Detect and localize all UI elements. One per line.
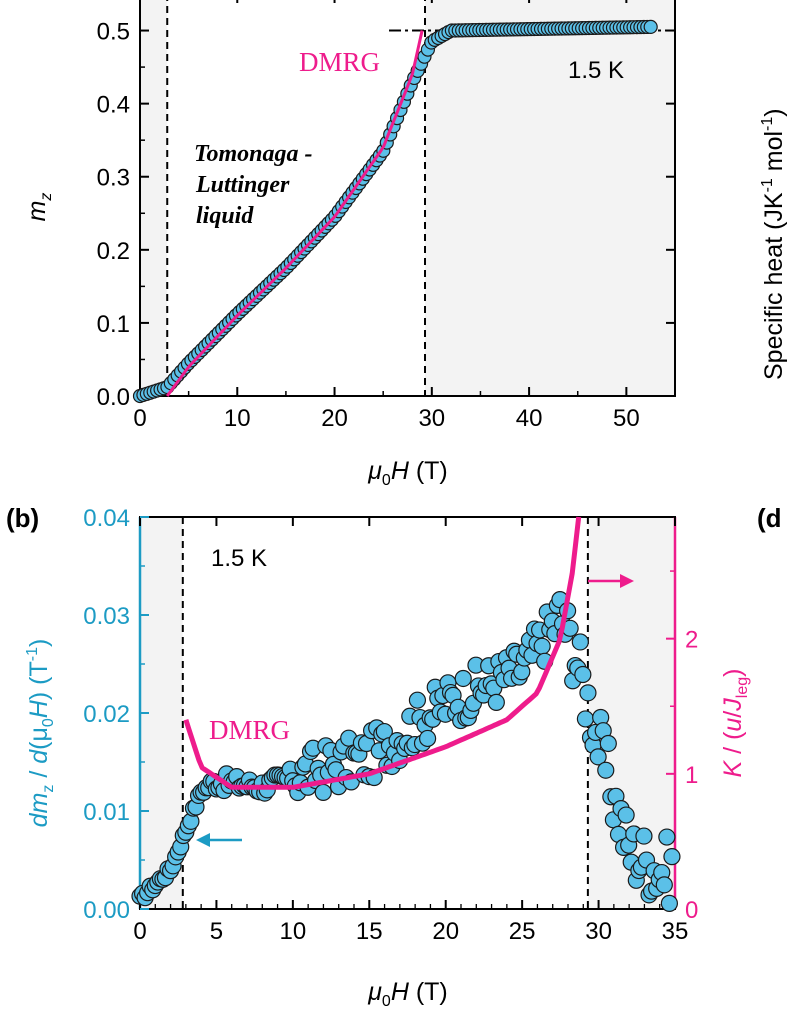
panel-b-xlabel: μ0H (T) (367, 978, 448, 1010)
panel-b-left-ytick-label-3: 0.03 (83, 603, 130, 630)
panel-a-ytick-label-2: 0.2 (97, 238, 130, 265)
panel-b-data-point (660, 894, 678, 912)
panel-b-xtick-label-7: 35 (662, 918, 689, 945)
panel-a-ytick-label-5: 0.5 (97, 19, 130, 46)
panel-a-ticks: 0 10 20 30 40 50 0.0 0.1 0.2 0.3 0.4 0.5 (97, 0, 675, 432)
panel-b-data-point (663, 848, 681, 866)
panel-a-data-point (643, 19, 658, 34)
panel-b-xtick-label-2: 10 (280, 918, 307, 945)
panel-b-left-ytick-label-4: 0.04 (83, 505, 130, 532)
panel-b-dmrg-curve (183, 516, 582, 790)
panel-b-data-point (597, 761, 615, 779)
panel-b-dmrg-label: DMRG (209, 715, 290, 745)
panel-a-xtick-label-0: 0 (133, 405, 146, 432)
panel-b-data-point (599, 734, 617, 753)
panel-b-xtick-label-5: 25 (509, 918, 536, 945)
panel-a-shading (140, 0, 675, 396)
panel-a: 0 10 20 30 40 50 0.0 0.1 0.2 0.3 0.4 0.5 DMRG 1.5 K… (23, 0, 676, 489)
panel-a-ytick-label-0: 0.0 (97, 384, 130, 411)
panel-a-ytick-label-4: 0.4 (97, 92, 130, 119)
panel-b-data-point (655, 876, 673, 894)
panel-a-xtick-label-1: 10 (224, 405, 251, 432)
panel-a-ytick-label-1: 0.1 (97, 311, 130, 338)
panel-a-xtick-label-5: 50 (613, 405, 640, 432)
panel-d-letter: (d (757, 503, 782, 533)
panel-a-phase-label-line2: Luttinger (195, 172, 290, 198)
panel-a-dmrg-line (165, 30, 424, 397)
panel-a-xtick-label-3: 30 (418, 405, 445, 432)
panel-b-temperature-label: 1.5 K (211, 545, 267, 572)
panel-b-data-point (635, 827, 653, 845)
panel-b-data-point (454, 669, 472, 688)
panel-b-right-ytick-label-0: 0 (685, 897, 698, 924)
panel-b-left-ytick-label-2: 0.02 (83, 701, 130, 728)
panel-b-left-ytick-label-0: 0.00 (83, 897, 130, 924)
panel-a-dmrg-label: DMRG (299, 47, 380, 77)
panel-a-shaded-region-0 (140, 0, 168, 396)
panel-b-data-point (579, 684, 597, 702)
panel-b-xtick-label-0: 0 (133, 918, 146, 945)
panel-b-data-points (131, 591, 681, 912)
panel-a-xtick-label-2: 20 (321, 405, 348, 432)
panel-a-xtick-label-4: 40 (516, 405, 543, 432)
panel-b-data-point (617, 806, 635, 824)
panel-b-right-ylabel: K / (u/Jleg) (719, 669, 751, 778)
panel-b-data-point (571, 633, 589, 651)
panel-b-data-point (419, 729, 437, 748)
panel-a-xlabel: μ0H (T) (367, 457, 448, 489)
panel-b-data-point (589, 748, 607, 766)
panel-a-frame (139, 0, 676, 397)
panel-b-xtick-label-4: 20 (432, 918, 459, 945)
panel-b-dmrg-line (183, 516, 582, 790)
panel-b-data-point (533, 637, 551, 655)
panel-a-dmrg-curve (165, 30, 424, 397)
panel-b-data-point (658, 828, 676, 846)
panel-a-shaded-region-1 (425, 0, 675, 396)
panel-b-data-point (576, 710, 595, 728)
panel-b-letter: (b) (6, 503, 39, 533)
panel-b-data-point (314, 783, 332, 801)
panel-a-ylabel: mz (23, 193, 55, 222)
cropped-panel-c-ylabel: Specific heat (JK-1 mol-1) (759, 108, 788, 380)
panel-b-xtick-label-1: 5 (210, 918, 223, 945)
panel-b-xtick-label-3: 15 (356, 918, 383, 945)
panel-b-left-arrow (196, 833, 242, 847)
panel-b-right-ytick-label-1: 1 (685, 762, 698, 789)
panel-a-phase-label-line3: liquid (196, 203, 254, 229)
panel-a-temperature-label: 1.5 K (568, 57, 624, 84)
panel-b-boundary-lines (181, 517, 589, 909)
panel-b-left-ytick-label-1: 0.01 (83, 799, 130, 826)
panel-a-phase-label-line1: Tomonaga - (194, 141, 312, 167)
panel-b-data-point (574, 665, 592, 684)
panel-b-right-arrow (588, 574, 634, 588)
panel-a-ytick-label-3: 0.3 (97, 165, 130, 192)
panel-b-xtick-label-6: 30 (585, 918, 612, 945)
panel-b-right-ytick-label-2: 2 (685, 627, 698, 654)
svg-text:Specific heat (JK-1 mol-1): Specific heat (JK-1 mol-1) (759, 108, 788, 380)
panel-b-data-point (487, 693, 505, 711)
panel-b-left-ylabel: dmz / d(μ0H) (T-1) (24, 639, 57, 828)
panel-b-data-point (408, 691, 427, 709)
panel-b-ticks: 0 5 10 15 20 25 30 35 0.00 0.01 0.02 0.03 0.04 0 1 2 (83, 505, 698, 945)
panel-b: (b) 0 5 10 15 20 25 30 35 0.00 0.01 0.02 0.03 0.04 0 1… (6, 503, 751, 1010)
